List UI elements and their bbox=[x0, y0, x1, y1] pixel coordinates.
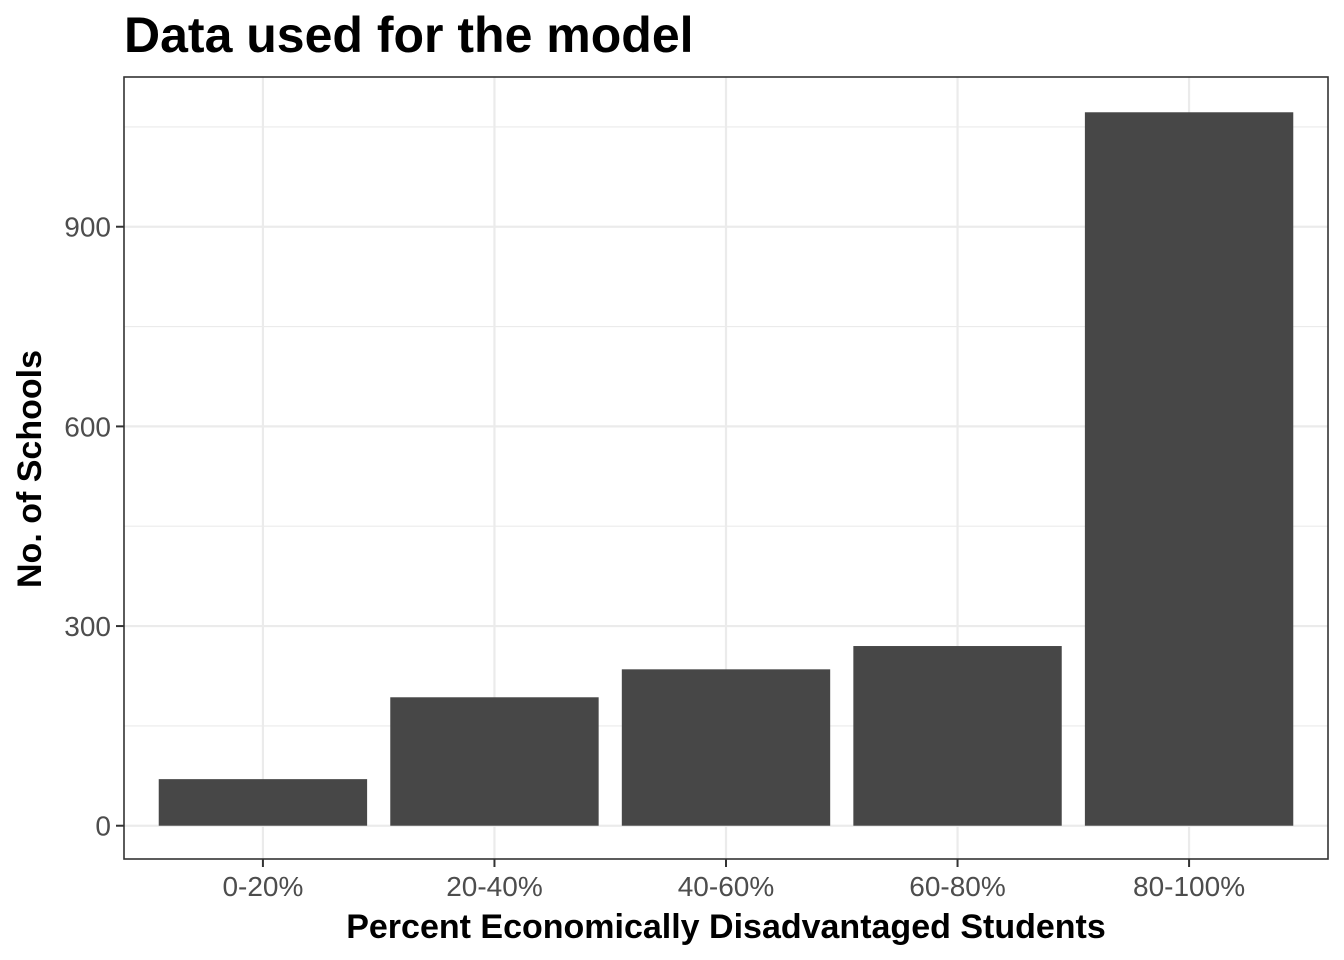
plot-panel bbox=[123, 76, 1329, 860]
y-axis: 0 300 600 900 bbox=[64, 212, 124, 842]
x-tick-label: 80-100% bbox=[1133, 871, 1245, 902]
y-tick-label: 300 bbox=[64, 611, 111, 642]
x-tick-label: 60-80% bbox=[909, 871, 1006, 902]
chart-title: Data used for the model bbox=[124, 7, 694, 63]
bar-60-80pct bbox=[853, 646, 1062, 826]
x-tick-label: 0-20% bbox=[222, 871, 303, 902]
x-tick-label: 20-40% bbox=[446, 871, 543, 902]
bar-20-40pct bbox=[390, 697, 599, 826]
x-axis: 0-20% 20-40% 40-60% 60-80% 80-100% bbox=[222, 859, 1245, 902]
bar-80-100pct bbox=[1084, 112, 1294, 826]
bars bbox=[158, 112, 1294, 826]
x-axis-title: Percent Economically Disadvantaged Stude… bbox=[346, 908, 1106, 946]
y-tick-label: 0 bbox=[95, 811, 111, 842]
y-tick-label: 600 bbox=[64, 411, 111, 442]
bar-40-60pct bbox=[621, 669, 831, 826]
bar-0-20pct bbox=[158, 779, 368, 826]
x-tick-label: 40-60% bbox=[678, 871, 775, 902]
y-tick-label: 900 bbox=[64, 212, 111, 243]
y-axis-title: No. of Schools bbox=[11, 350, 49, 588]
